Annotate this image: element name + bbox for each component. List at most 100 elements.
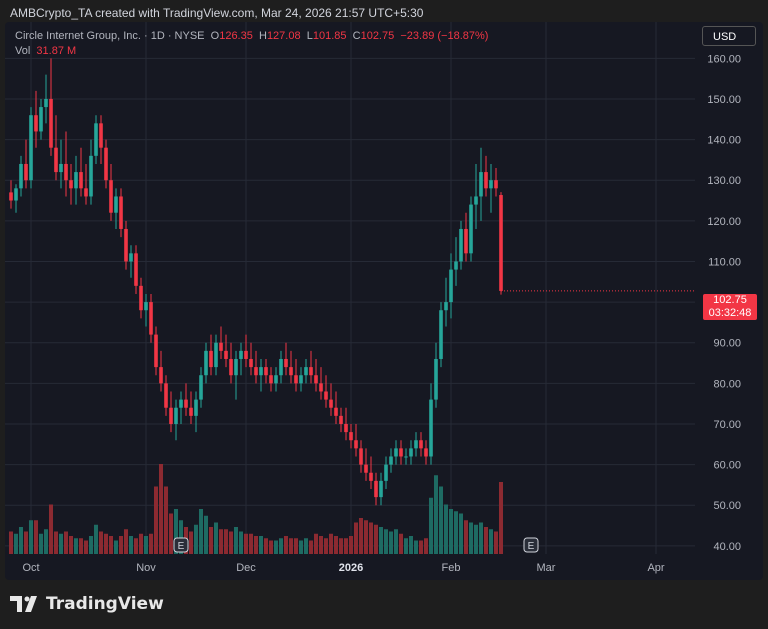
volume-bar [34, 520, 38, 554]
candle-body [169, 407, 173, 424]
ohlc-legend: Circle Internet Group, Inc. · 1D · NYSE … [15, 30, 488, 42]
volume-bar [494, 531, 498, 554]
candle-body [324, 391, 328, 400]
volume-bar [274, 540, 278, 554]
volume-bar [284, 536, 288, 554]
x-tick-label: Feb [442, 562, 461, 574]
candle-body [254, 367, 258, 376]
close-value: 102.75 [360, 30, 395, 42]
y-tick-label: 60.00 [713, 460, 741, 472]
volume-bar [409, 536, 413, 554]
earnings-label: E [178, 541, 185, 552]
volume-label: Vol [15, 45, 31, 57]
volume-bar [449, 509, 453, 554]
earnings-label: E [528, 541, 535, 552]
volume-bar [354, 522, 358, 554]
candle-body [464, 228, 468, 254]
y-tick-label: 150.00 [707, 94, 741, 106]
candle-body [14, 188, 18, 201]
candle-body [394, 448, 398, 457]
candle-body [424, 448, 428, 457]
candle-body [344, 423, 348, 433]
change-value: −23.89 (−18.87%) [400, 30, 489, 42]
volume-bar [419, 540, 423, 554]
candle-body [299, 375, 303, 384]
volume-bar [254, 536, 258, 554]
volume-bar [79, 538, 83, 554]
high-value: 127.08 [266, 30, 301, 42]
volume-bar [144, 536, 148, 554]
volume-bar [484, 527, 488, 554]
volume-bar [394, 529, 398, 554]
candle-body [349, 432, 353, 441]
candle-body [359, 448, 363, 465]
volume-bar [399, 533, 403, 554]
volume-bar [244, 533, 248, 554]
candle-body [304, 367, 308, 376]
volume-bar [259, 536, 263, 554]
candle-body [204, 350, 208, 376]
candle-body [114, 196, 118, 213]
candle-body [109, 180, 113, 213]
volume-bar [369, 522, 373, 554]
volume-bar [364, 520, 368, 554]
candle-body [164, 383, 168, 408]
y-tick-label: 130.00 [707, 175, 741, 187]
candle-body [84, 188, 88, 197]
tradingview-logo[interactable]: TradingView [10, 594, 164, 614]
x-tick-label: Oct [22, 562, 39, 574]
volume-bar [229, 531, 233, 554]
candle-body [309, 367, 313, 376]
volume-bar [224, 529, 228, 554]
volume-bar [124, 529, 128, 554]
candle-body [429, 399, 433, 457]
y-tick-label: 120.00 [707, 216, 741, 228]
volume-bar [39, 533, 43, 554]
candlestick-chart[interactable]: 40.0050.0060.0070.0080.0090.00100.00110.… [5, 22, 763, 580]
currency-button[interactable]: USD [702, 26, 756, 46]
candle-body [134, 253, 138, 286]
volume-bar [469, 522, 473, 554]
chart-panel[interactable]: 40.0050.0060.0070.0080.0090.00100.00110.… [5, 22, 763, 580]
candle-body [479, 172, 483, 197]
candle-body [214, 342, 218, 368]
volume-bar [199, 509, 203, 554]
candle-body [434, 358, 438, 400]
volume-bar [149, 533, 153, 554]
volume-bar [189, 531, 193, 554]
candle-body [499, 195, 503, 291]
candle-body [384, 464, 388, 481]
volume-bar [289, 538, 293, 554]
volume-bar [9, 531, 13, 554]
volume-bar [389, 531, 393, 554]
brand-name: TradingView [46, 594, 164, 614]
y-tick-label: 40.00 [713, 541, 741, 553]
volume-bar [89, 536, 93, 554]
candle-body [174, 407, 178, 424]
y-tick-label: 50.00 [713, 500, 741, 512]
candle-body [379, 480, 383, 498]
candle-body [364, 464, 368, 473]
candle-body [259, 367, 263, 376]
volume-bar [314, 533, 318, 554]
last-price-tag: 102.75 03:32:48 [703, 294, 757, 320]
low-value: 101.85 [312, 30, 347, 42]
volume-bar [424, 538, 428, 554]
candle-body [419, 440, 423, 449]
volume-bar [279, 538, 283, 554]
volume-bar [49, 504, 53, 554]
volume-bar [104, 533, 108, 554]
volume-bar [324, 538, 328, 554]
volume-bar [269, 540, 273, 554]
volume-bar [179, 520, 183, 554]
volume-bar [219, 529, 223, 554]
candle-body [89, 155, 93, 197]
volume-bar [169, 513, 173, 554]
candle-body [264, 367, 268, 376]
x-tick-label: Mar [537, 562, 556, 574]
candle-body [119, 196, 123, 229]
candle-body [229, 358, 233, 376]
y-tick-label: 80.00 [713, 378, 741, 390]
candle-body [74, 172, 78, 189]
candle-body [154, 334, 158, 368]
